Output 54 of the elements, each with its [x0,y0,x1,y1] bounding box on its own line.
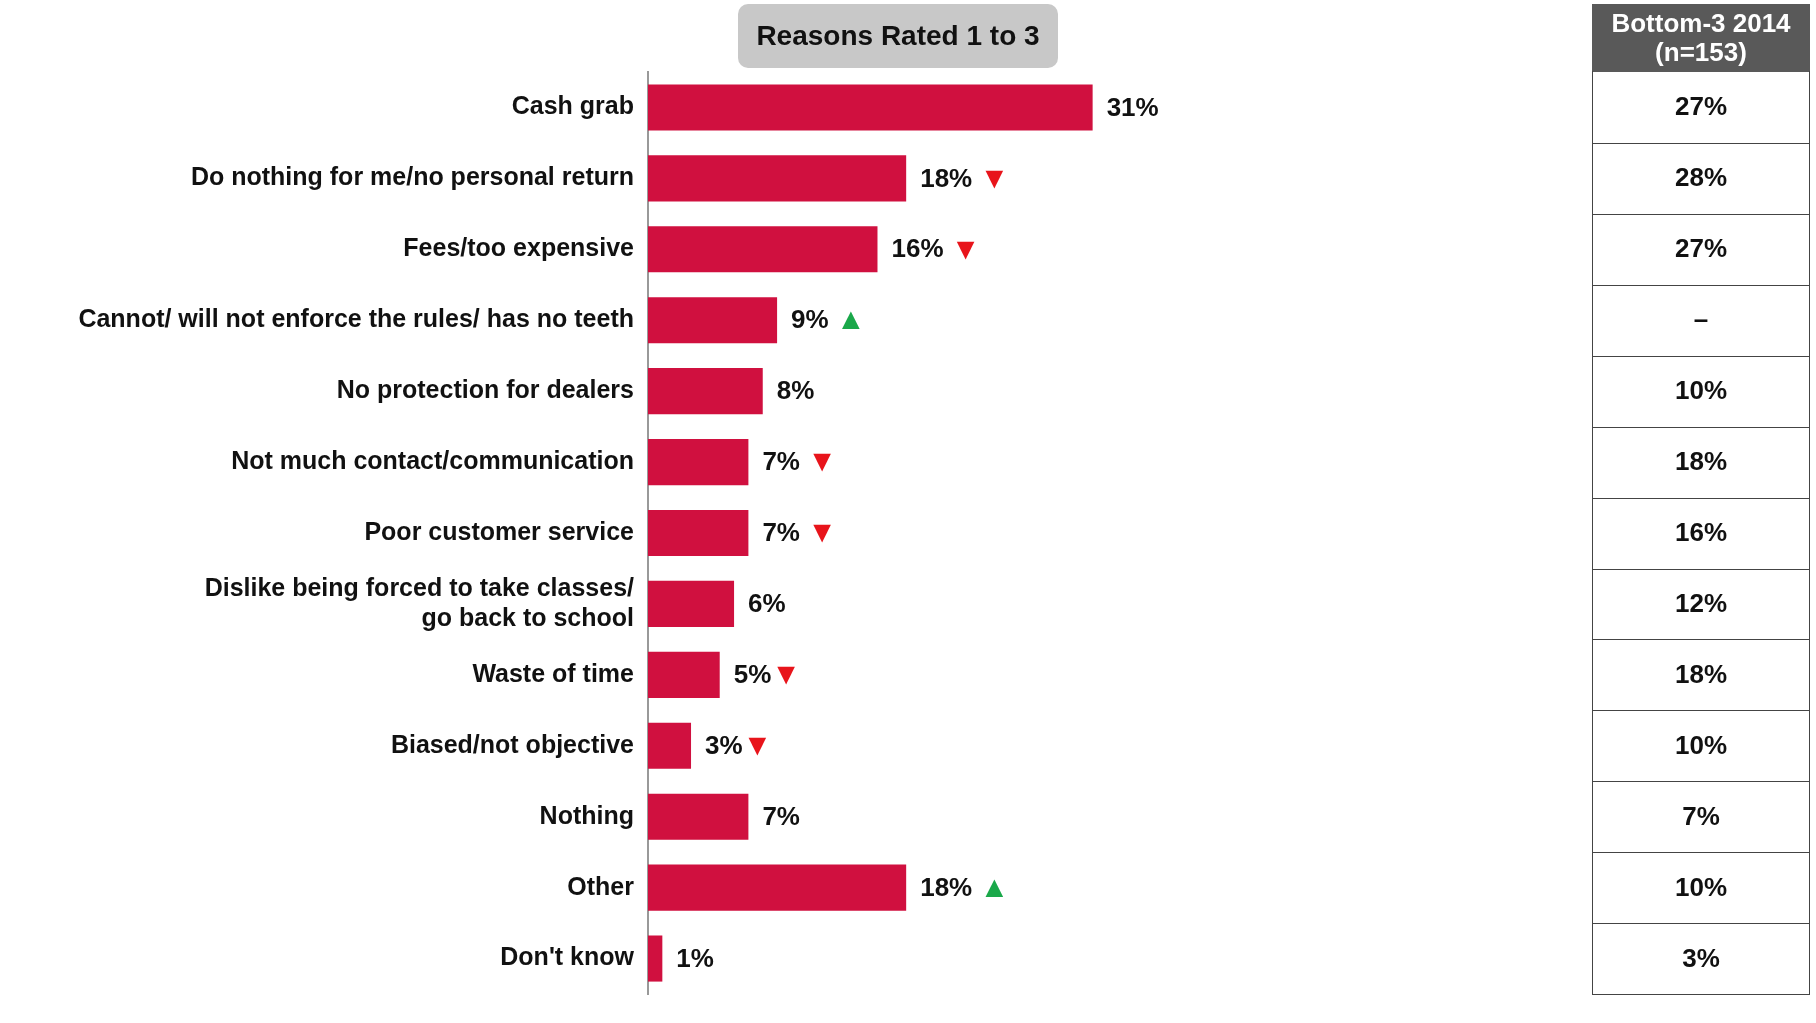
data-label: 6% [748,588,786,619]
data-label: 7% ▼ [762,444,837,478]
data-label: 31% [1106,91,1159,122]
data-label: 3% [1592,921,1810,996]
y-tick-label: Fees/too expensive [403,233,635,262]
bar [648,509,749,557]
chart-title: Reasons Rated 1 to 3 [738,4,1058,68]
data-label: 18% [1592,425,1810,499]
data-label: 16% [1592,496,1810,570]
data-label: 18% [1592,638,1810,712]
data-label: 10% [1592,851,1810,925]
data-label: 27% [1592,70,1810,145]
y-tick-label: Poor customer service [364,516,635,545]
bar [648,864,907,911]
data-label: 1% [676,942,714,973]
bar [648,580,735,627]
y-tick-label: No protection for dealers [336,375,634,404]
y-tick-label: Don't know [500,942,635,971]
bar [648,793,749,840]
y-tick-label: Nothing [539,800,634,829]
y-tick-label: Do nothing for me/no personal return [190,162,634,191]
data-label: 27% [1592,212,1810,286]
y-tick-label: Waste of time [472,658,635,687]
data-label: 18% ▲ [920,869,1010,903]
bar [648,935,663,982]
text: Bottom-3 2014 (n=153) [1592,4,1810,72]
bar [648,297,778,344]
y-tick-label: Cash grab [511,91,634,120]
data-label: 8% [776,375,815,406]
bar [648,722,692,769]
y-tick-label: Other [567,871,635,900]
bar [648,439,749,486]
y-tick-label: Dislike being forced to take classes/ go back to school [204,572,635,631]
data-label: 5%▼ [733,657,801,691]
data-label: 28% [1592,141,1810,215]
bar [648,155,907,202]
data-label: 7% [762,800,800,831]
data-label: 12% [1592,567,1810,641]
bar [648,368,763,415]
bar [648,651,720,698]
data-label: 16% ▼ [891,231,981,265]
data-label: 18% ▼ [920,160,1010,194]
y-tick-label: Biased/not objective [390,729,635,758]
y-tick-label: Cannot/ will not enforce the rules/ has no teeth [78,304,634,333]
data-label: 3%▼ [705,728,773,762]
data-label: 9% ▲ [791,302,866,336]
data-label: 10% [1592,354,1810,428]
data-label: 10% [1592,709,1810,783]
bar [648,226,878,273]
data-label: 7% [1592,780,1810,854]
bar [648,84,1093,131]
data-label: 7% ▼ [762,515,837,549]
data-label: – [1592,283,1810,357]
y-tick-label: Not much contact/communication [231,445,634,474]
